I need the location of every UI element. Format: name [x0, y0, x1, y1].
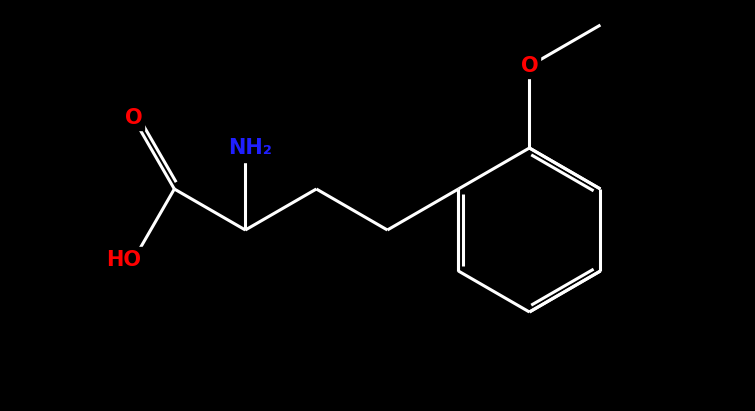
- Bar: [101, 247, 146, 273]
- Text: HO: HO: [106, 250, 141, 270]
- Bar: [223, 134, 278, 162]
- Text: NH₂: NH₂: [229, 138, 273, 158]
- Bar: [122, 106, 144, 130]
- Bar: [519, 54, 541, 78]
- Text: O: O: [521, 56, 538, 76]
- Text: O: O: [125, 108, 142, 128]
